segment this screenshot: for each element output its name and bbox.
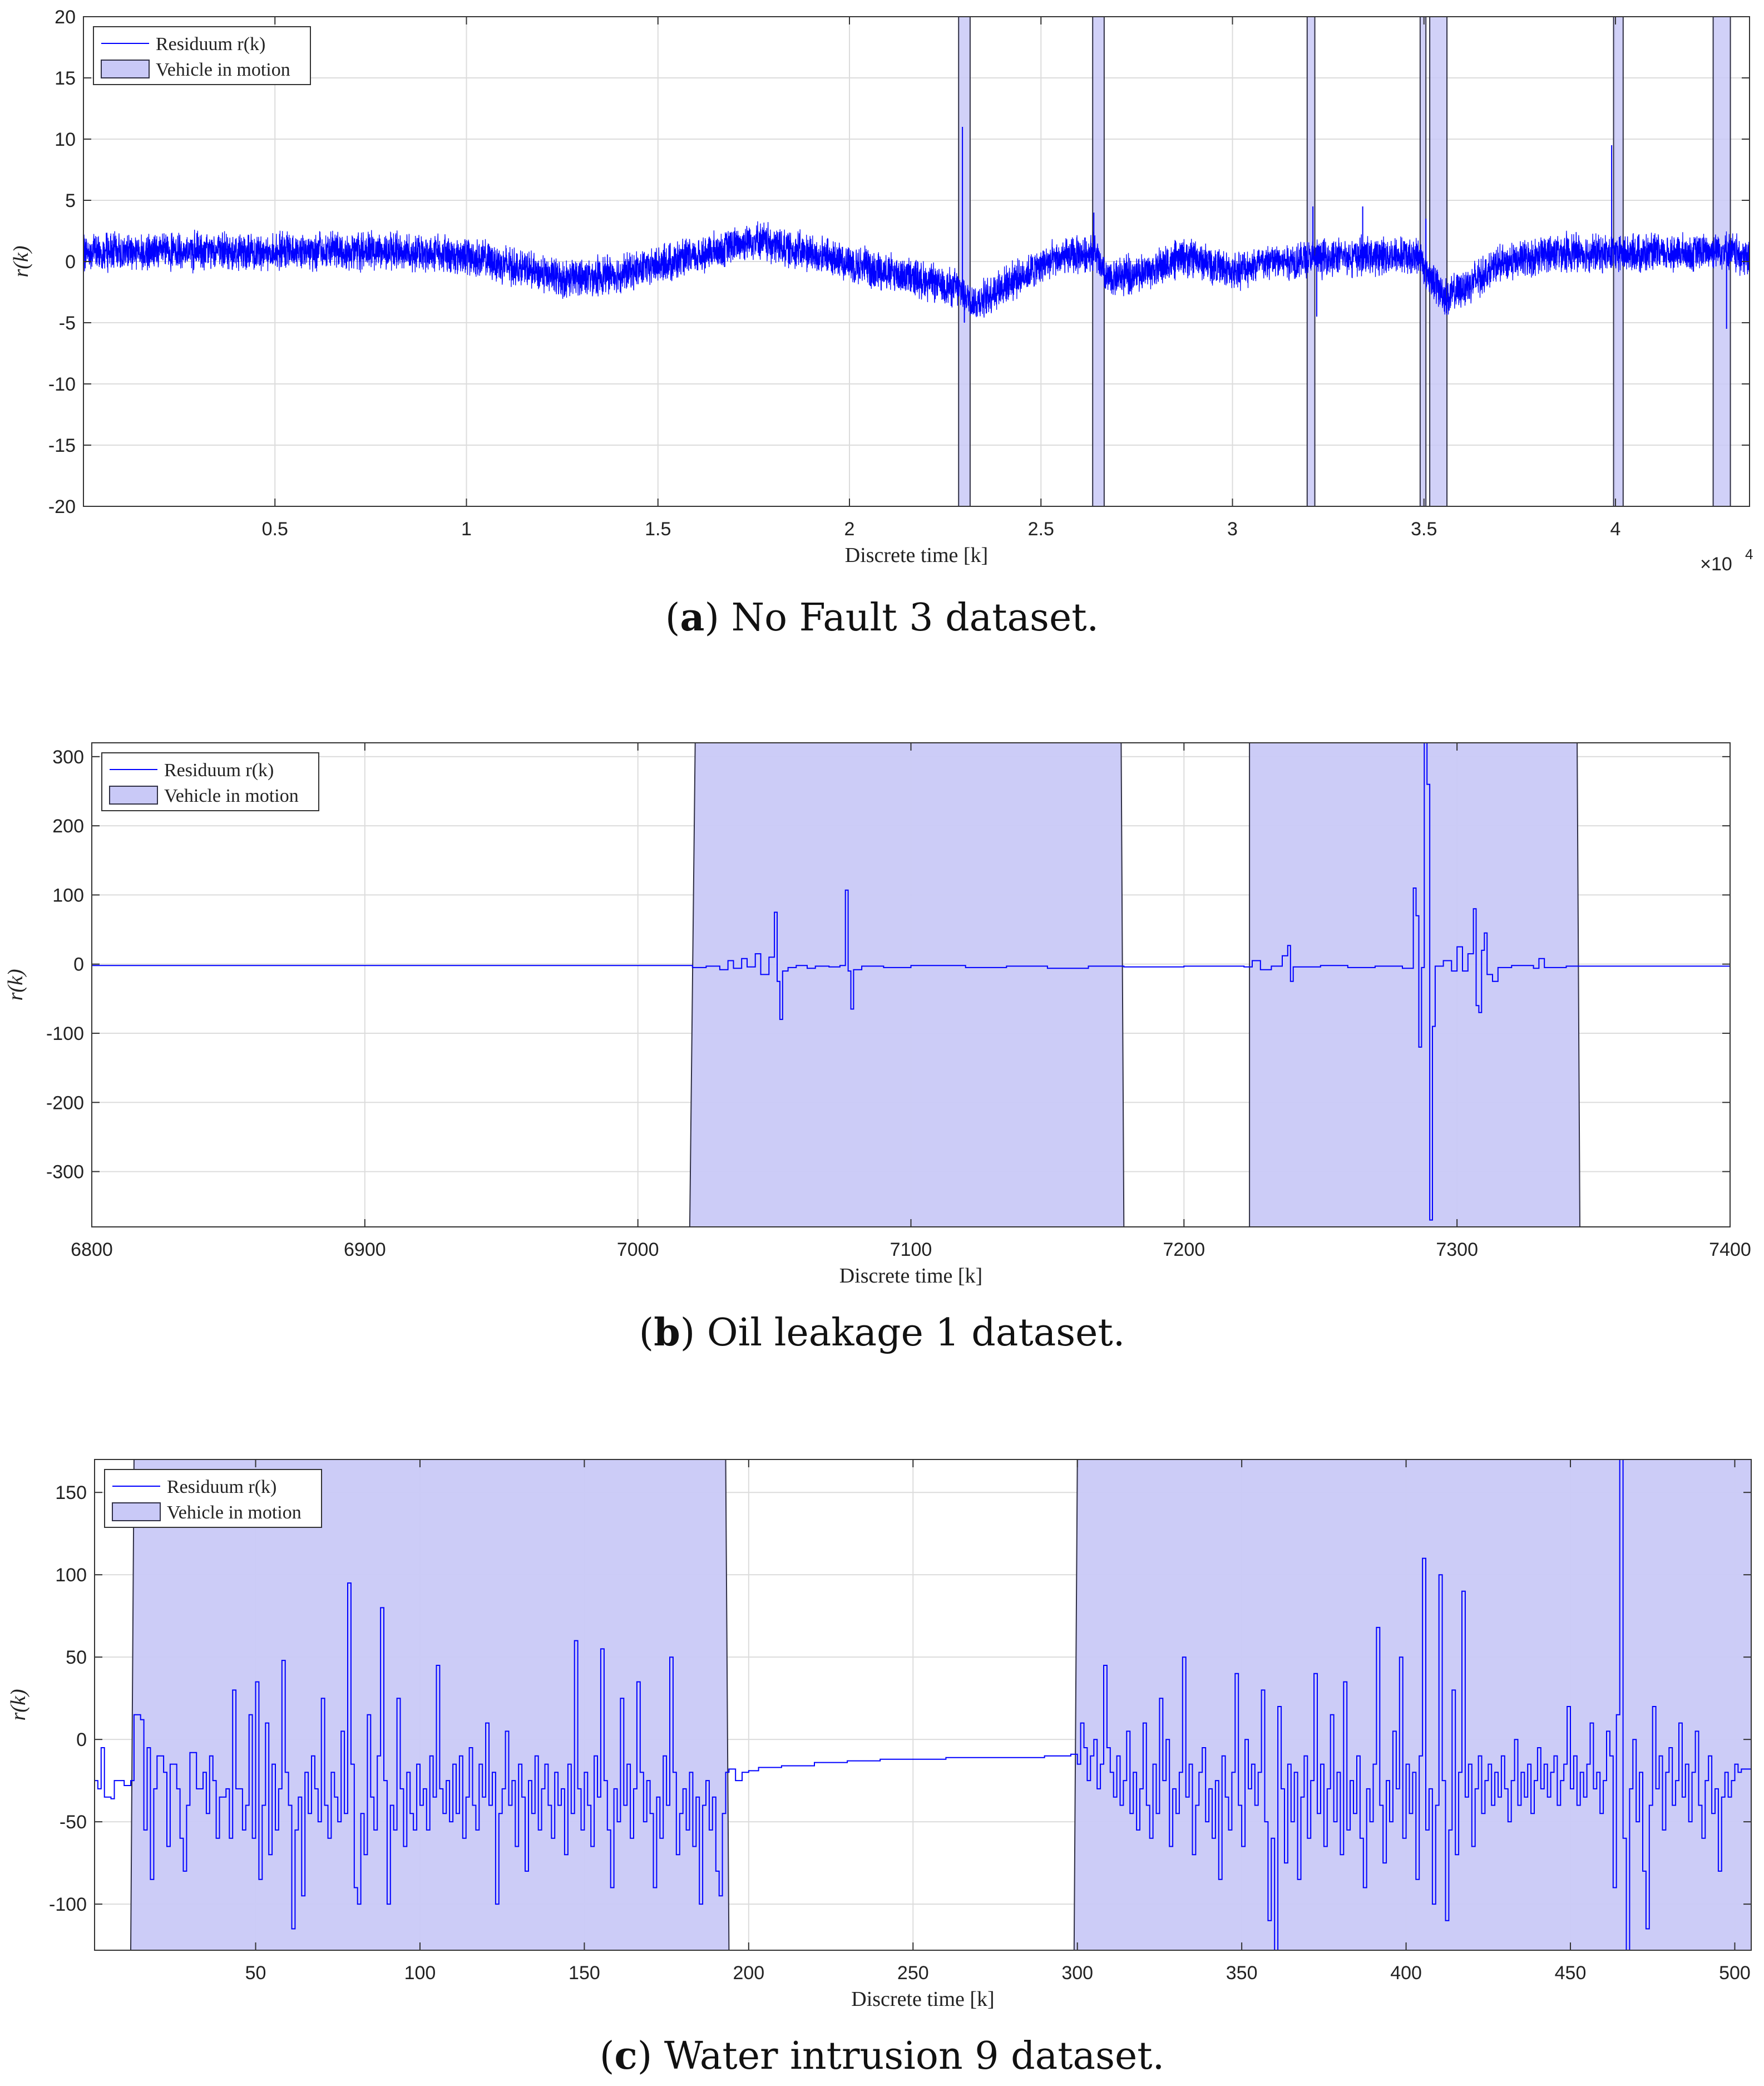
x-tick-label: 7300 <box>1436 1239 1478 1260</box>
plot-layer <box>83 17 1750 506</box>
y-tick-label: 20 <box>55 7 76 28</box>
x-tick-label: 3 <box>1227 519 1238 540</box>
caption-c-text: Water intrusion 9 dataset. <box>664 2034 1165 2078</box>
motion-interval <box>1429 17 1448 506</box>
x-tick-label: 400 <box>1390 1962 1422 1984</box>
x-tick-label: 250 <box>897 1962 929 1984</box>
y-tick-label: 0 <box>73 954 84 975</box>
caption-c: (c) Water intrusion 9 dataset. <box>599 2034 1165 2078</box>
motion-interval <box>1249 743 1581 1227</box>
legend: Residuum r(k) Vehicle in motion <box>101 752 319 811</box>
y-tick-label: -50 <box>60 1812 87 1833</box>
y-tick-label: 100 <box>52 885 84 906</box>
x-tick-label: 7000 <box>617 1239 659 1260</box>
y-axis-label: r(k) <box>9 246 33 278</box>
chart-b: 6800 6900 7000 7100 7200 7300 7400 -300 -200 -100… <box>4 742 1751 1288</box>
legend-label-motion: Vehicle in motion <box>156 60 290 80</box>
motion-interval <box>689 743 1125 1227</box>
x-tick-label: 300 <box>1061 1962 1093 1984</box>
y-axis-label: r(k) <box>4 969 27 1001</box>
x-tick-label: 2.5 <box>1028 519 1054 540</box>
y-tick-label: 5 <box>65 190 76 211</box>
y-tick-label: -20 <box>48 496 76 517</box>
x-tick-label: 6900 <box>344 1239 386 1260</box>
y-tick-label: 50 <box>66 1647 87 1668</box>
chart-a: 0.5 1 1.5 2 2.5 3 3.5 4 -20 -15 -10 -5 0 5 10 15 20 Discr… <box>9 7 1753 575</box>
y-tick-label: 100 <box>55 1565 87 1586</box>
legend-label-motion: Vehicle in motion <box>167 1502 302 1523</box>
x-axis-label: Discrete time [k] <box>851 1988 994 2011</box>
caption-a: (a) No Fault 3 dataset. <box>665 595 1099 640</box>
caption-a-letter: a <box>680 595 705 640</box>
y-tick-label: 0 <box>65 251 76 273</box>
x-tick-label: 50 <box>245 1962 266 1984</box>
x-tick-label: 150 <box>569 1962 600 1984</box>
x-exponent-power: 4 <box>1745 546 1753 563</box>
x-tick-label: 7100 <box>890 1239 932 1260</box>
y-tick-label: 10 <box>55 129 76 150</box>
y-axis-label: r(k) <box>7 1689 30 1721</box>
legend-swatch-motion <box>101 60 150 78</box>
y-tick-label: 200 <box>52 816 84 837</box>
legend: Residuum r(k) Vehicle in motion <box>93 26 311 85</box>
x-axis-label: Discrete time [k] <box>839 1264 982 1288</box>
legend-label-residual: Residuum r(k) <box>164 760 274 781</box>
x-axis-label: Discrete time [k] <box>845 544 988 567</box>
motion-interval <box>1073 1459 1751 1950</box>
y-tick-label: 300 <box>52 747 84 768</box>
x-exponent-label: ×10 <box>1700 554 1732 575</box>
y-tick-label: -10 <box>48 374 76 395</box>
x-tick-label: 200 <box>733 1962 764 1984</box>
x-tick-label: 1.5 <box>645 519 671 540</box>
y-tick-label: 15 <box>55 68 76 89</box>
legend: Residuum r(k) Vehicle in motion <box>104 1469 322 1528</box>
legend-label-residual: Residuum r(k) <box>167 1477 276 1497</box>
caption-b: (b) Oil leakage 1 dataset. <box>639 1310 1125 1355</box>
motion-interval <box>130 1459 730 1950</box>
y-tick-label: -100 <box>46 1023 84 1044</box>
x-tick-label: 7200 <box>1163 1239 1205 1260</box>
residual-series <box>92 743 1730 1221</box>
x-tick-label: 1 <box>461 519 472 540</box>
caption-a-text: No Fault 3 dataset. <box>731 596 1099 640</box>
x-tick-label: 500 <box>1719 1962 1751 1984</box>
legend-swatch-motion <box>112 1502 161 1521</box>
x-tick-label: 3.5 <box>1411 519 1437 540</box>
legend-label-residual: Residuum r(k) <box>156 34 265 55</box>
y-tick-label: 0 <box>76 1729 87 1750</box>
y-tick-label: -15 <box>48 435 76 456</box>
legend-label-motion: Vehicle in motion <box>164 786 299 806</box>
x-tick-label: 0.5 <box>262 519 288 540</box>
chart-c: 50 100 150 200 250 300 350 400 450 500 -100 -50 0 50 1… <box>7 1459 1752 2011</box>
x-tick-label: 4 <box>1610 519 1621 540</box>
residual-series <box>83 221 1750 318</box>
x-tick-label: 7400 <box>1709 1239 1751 1260</box>
plot-layer <box>95 1459 1751 1950</box>
axes-box <box>94 1459 1752 1951</box>
caption-c-letter: c <box>614 2034 638 2078</box>
y-tick-label: -200 <box>46 1092 84 1113</box>
x-tick-label: 6800 <box>71 1239 113 1260</box>
y-tick-label: -100 <box>49 1894 87 1915</box>
legend-swatch-motion <box>109 786 158 805</box>
y-tick-label: -300 <box>46 1162 84 1183</box>
x-tick-label: 350 <box>1226 1962 1258 1984</box>
motion-interval <box>958 17 971 506</box>
residual-series <box>95 1459 1751 1950</box>
x-tick-label: 2 <box>844 519 855 540</box>
y-tick-label: 150 <box>55 1482 87 1503</box>
plot-layer <box>92 743 1730 1227</box>
caption-b-text: Oil leakage 1 dataset. <box>706 1311 1125 1355</box>
x-tick-label: 100 <box>404 1962 436 1984</box>
x-tick-label: 450 <box>1555 1962 1587 1984</box>
caption-b-letter: b <box>654 1310 680 1355</box>
y-tick-label: -5 <box>59 313 76 334</box>
